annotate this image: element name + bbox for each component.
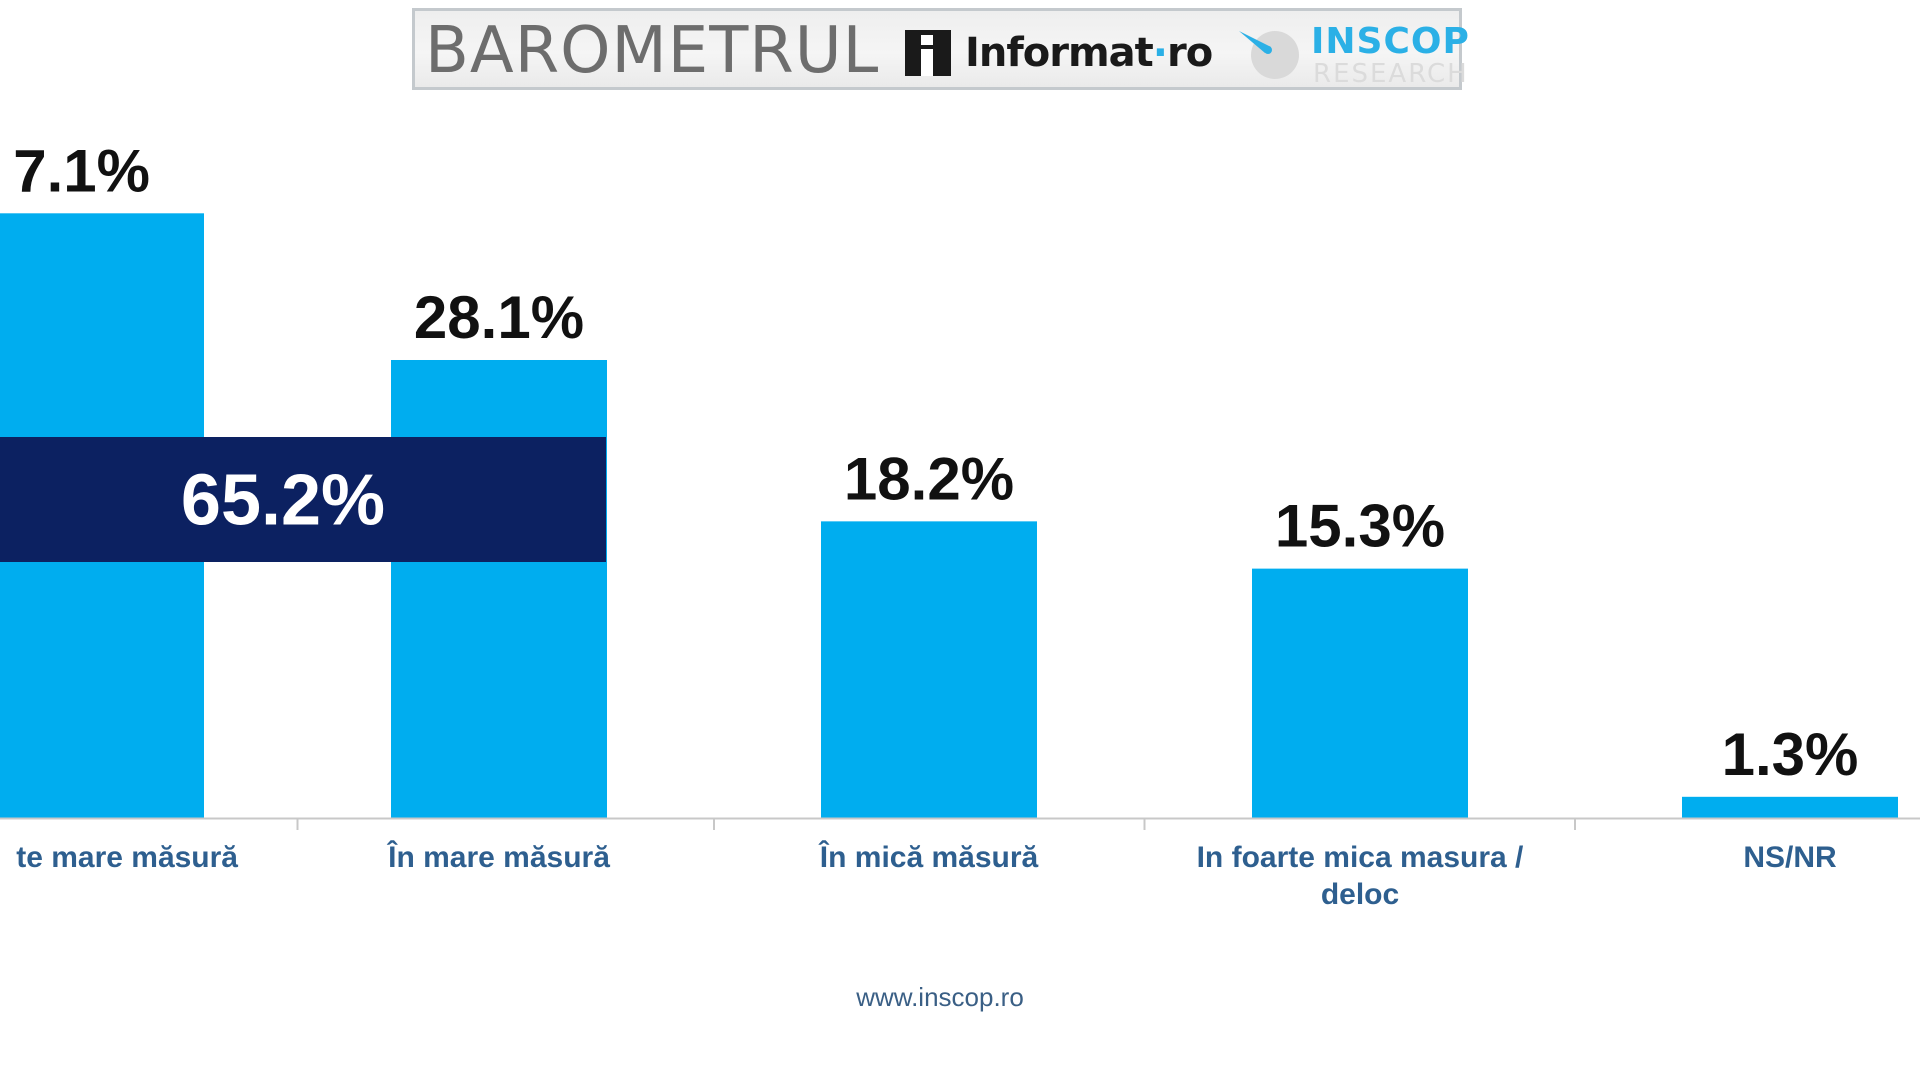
category-label-2: În mică măsură [818,840,1039,874]
bar-3 [1252,568,1468,818]
informat-i-icon [905,30,951,76]
informat-name: Informat [965,30,1154,76]
informat-logo: Informat·ro [905,25,1213,81]
inscop-name: INSCOP [1311,21,1470,62]
bar-2 [821,521,1037,818]
barometrul-title: BAROMETRUL [425,14,880,88]
value-label-4: 1.3% [1722,721,1859,788]
informat-dot: · [1152,30,1168,76]
header-banner: BAROMETRUL Informat·ro INSCOP RESEARCH [412,8,1469,90]
informat-suffix: ro [1166,30,1213,76]
category-label-3: deloc [1321,878,1399,911]
value-label-1: 28.1% [414,284,584,351]
inscop-globe-icon [1239,31,1299,79]
bar-1 [391,359,607,818]
category-label-1: În mare măsură [386,840,610,874]
inscop-logo: INSCOP RESEARCH [1235,19,1469,89]
category-label-0: te mare măsură [16,841,238,874]
combined-band [0,437,606,562]
value-label-3: 15.3% [1275,493,1445,560]
combined-label: 65.2% [181,461,385,541]
value-label-0: 7.1% [13,137,150,204]
footer-url: www.inscop.ro [856,982,1024,1012]
inscop-subtitle: RESEARCH [1313,59,1469,89]
category-label-3: In foarte mica masura / [1197,841,1524,874]
category-label-4: NS/NR [1743,841,1837,874]
value-label-2: 18.2% [844,445,1014,512]
informat-wordmark: Informat·ro [965,30,1213,76]
bar-4 [1682,796,1898,818]
